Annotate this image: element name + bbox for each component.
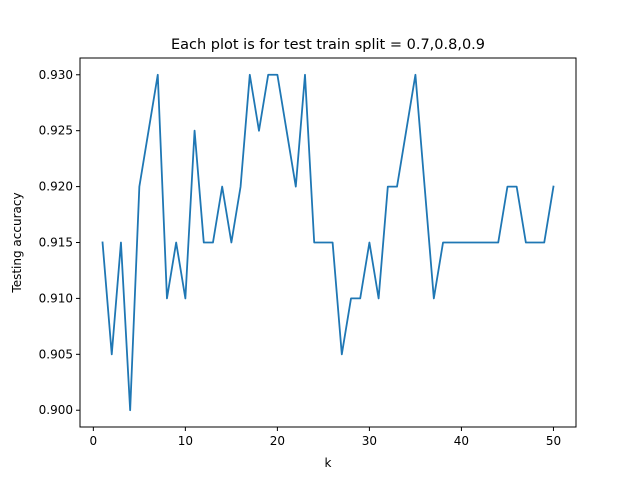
x-tick-label: 20 <box>270 434 285 448</box>
y-tick-label: 0.930 <box>39 68 73 82</box>
x-tick-label: 30 <box>362 434 377 448</box>
y-tick-label: 0.925 <box>39 124 73 138</box>
y-tick-label: 0.900 <box>39 403 73 417</box>
x-tick-label: 10 <box>178 434 193 448</box>
y-axis-label: Testing accuracy <box>10 192 24 293</box>
y-tick-label: 0.915 <box>39 236 73 250</box>
y-tick-label: 0.910 <box>39 291 73 305</box>
axis-ticks: 0 10 20 30 40 50 0.900 0.905 0.910 0.915 0.920 0.92… <box>39 68 561 448</box>
x-tick-label: 40 <box>454 434 469 448</box>
y-tick-label: 0.920 <box>39 180 73 194</box>
series-line <box>101 73 555 412</box>
plot-area-frame <box>79 57 577 428</box>
y-tick-label: 0.905 <box>39 347 73 361</box>
x-tick-label: 50 <box>546 434 561 448</box>
x-tick-label: 0 <box>90 434 98 448</box>
chart-title: Each plot is for test train split = 0.7,… <box>171 37 485 53</box>
x-axis-label: k <box>325 456 332 470</box>
